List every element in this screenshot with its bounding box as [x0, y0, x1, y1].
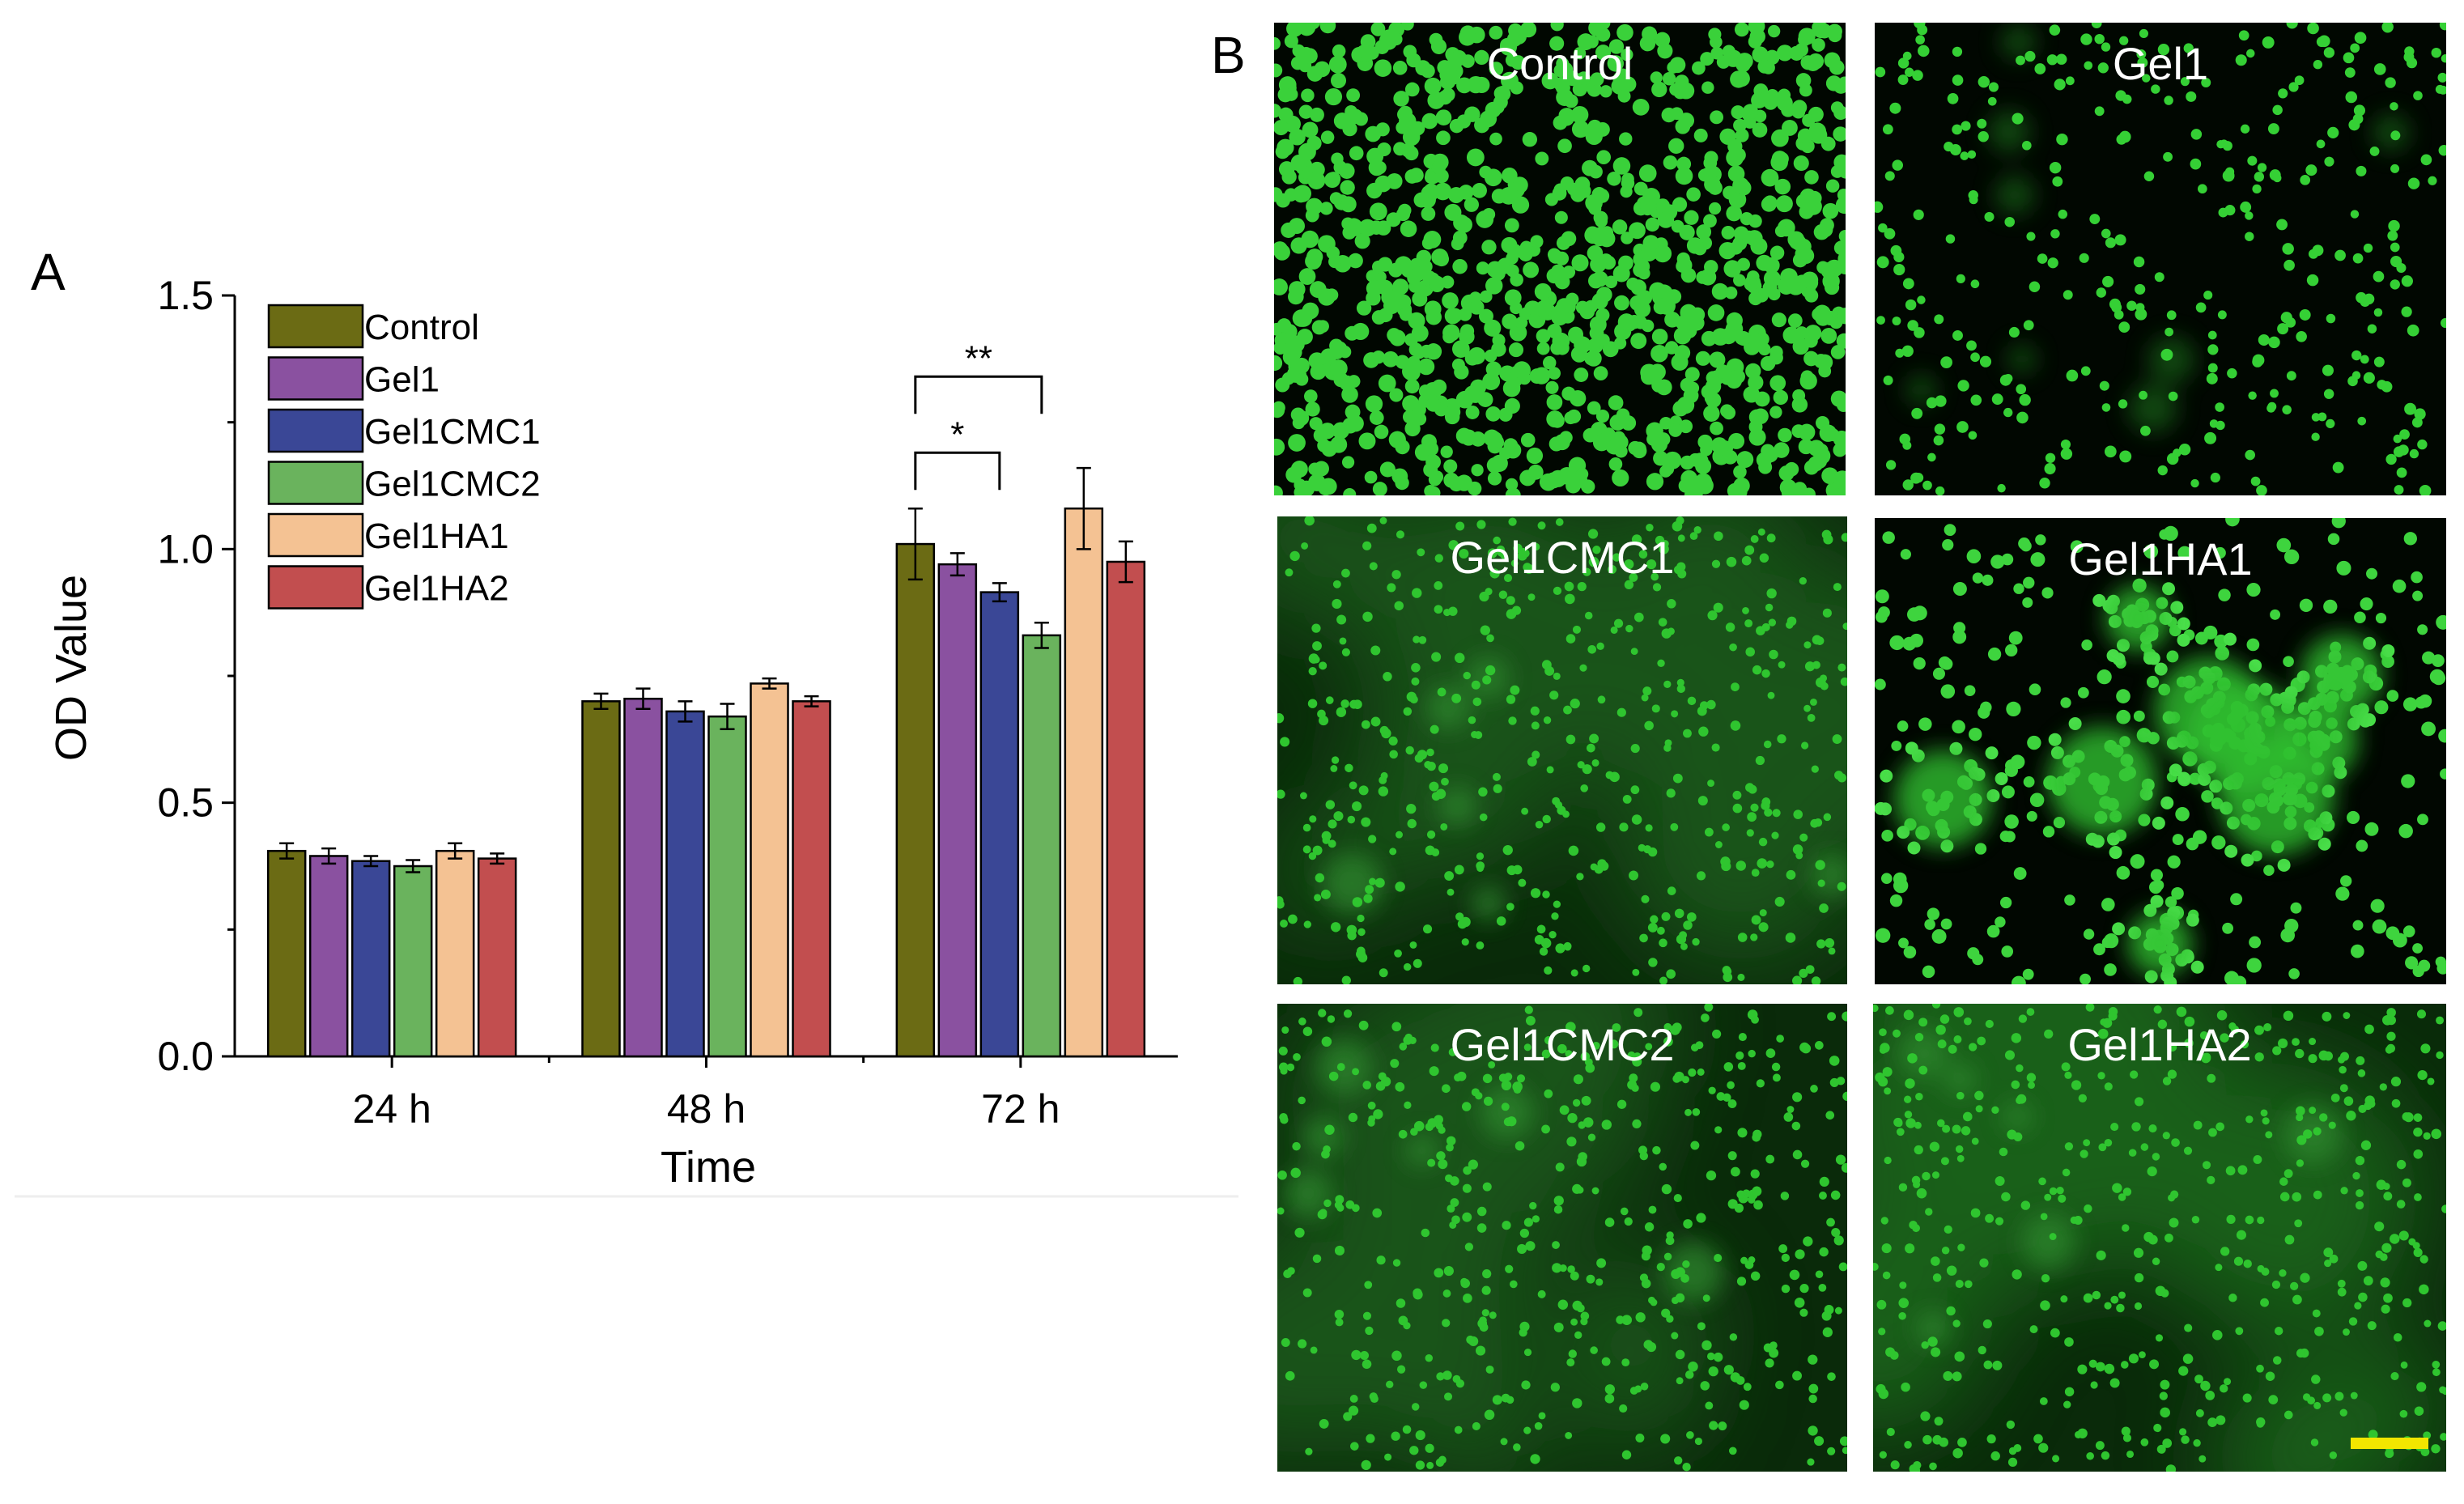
- bar: [1064, 507, 1104, 1058]
- bar: [393, 865, 433, 1058]
- error-bar: [406, 859, 421, 873]
- y-tick-label: 1.0: [157, 526, 214, 571]
- micrograph-label: Gel1CMC1: [1451, 532, 1675, 583]
- legend-entry: Gel1HA2: [267, 565, 509, 610]
- cells: [1277, 516, 1847, 984]
- error-bar: [678, 700, 693, 723]
- bar: [979, 591, 1020, 1058]
- legend-entry: Gel1: [267, 356, 440, 401]
- tick-labels: 0.0 0.5 1.0 1.5 24 h 48 h 72 h: [157, 273, 1060, 1132]
- micrograph-gel1cmc1: Gel1CMC1: [1277, 516, 1847, 984]
- legend-entry: Gel1HA1: [267, 512, 509, 558]
- micrograph-grid: Control Gel1 Gel1CMC1 Gel1HA1 Gel1CMC2 Gel1HA…: [1274, 23, 2446, 1472]
- micrograph-label: Control: [1487, 38, 1633, 89]
- micrograph-label: Gel1CMC2: [1451, 1019, 1675, 1070]
- bar: [477, 857, 517, 1058]
- legend-swatch: [267, 565, 364, 610]
- y-tick-label: 0.0: [157, 1034, 214, 1079]
- legend-swatch: [267, 304, 364, 349]
- micrograph-gel1: Gel1: [1875, 23, 2446, 495]
- legend-entry: Gel1CMC1: [267, 408, 541, 453]
- bar: [581, 700, 621, 1058]
- error-bar: [490, 852, 505, 865]
- bar: [1106, 560, 1146, 1058]
- error-bar: [907, 507, 923, 581]
- error-bar: [635, 687, 651, 710]
- legend-swatch: [267, 461, 364, 505]
- bar: [350, 860, 391, 1058]
- bar-chart: *** 0.0 0.5 1.0 1.5 24 h 48 h 72 h Control Gel1…: [47, 273, 1178, 1192]
- bar: [308, 855, 349, 1058]
- legend-label: Gel1HA2: [364, 569, 509, 609]
- x-axis-title: Time: [661, 1143, 756, 1192]
- significance-bracket: *: [914, 414, 1001, 491]
- micrograph-gel1ha1: Gel1HA1: [1875, 518, 2446, 984]
- micrograph-label: Gel1HA2: [2067, 1019, 2251, 1070]
- error-bar: [1034, 621, 1049, 649]
- bar: [750, 682, 789, 1058]
- scale-bar: [2351, 1438, 2428, 1449]
- error-bar: [762, 677, 777, 690]
- bars: [266, 507, 1146, 1058]
- bar: [707, 715, 747, 1058]
- error-bar: [804, 695, 819, 707]
- legend-swatch: [267, 356, 364, 401]
- micrograph-label: Gel1: [2113, 38, 2208, 89]
- panel-a-letter: A: [31, 243, 66, 301]
- error-bar: [593, 692, 609, 710]
- panel-b-letter: B: [1211, 26, 1246, 84]
- error-bar: [321, 847, 337, 865]
- legend-label: Control: [364, 308, 479, 347]
- error-bar: [720, 703, 735, 731]
- cells: [1277, 1004, 1847, 1472]
- bar: [1022, 634, 1062, 1058]
- legend-swatch: [267, 512, 364, 558]
- legend-entry: Gel1CMC2: [267, 461, 541, 505]
- legend-label: Gel1CMC1: [364, 412, 541, 452]
- error-bar: [992, 582, 1007, 603]
- cells: [1875, 23, 2446, 495]
- legend-label: Gel1CMC2: [364, 465, 541, 504]
- significance-bracket: **: [914, 338, 1043, 414]
- micrograph-gel1cmc2: Gel1CMC2: [1277, 1004, 1847, 1472]
- error-bar: [448, 842, 463, 860]
- cells: [1873, 1004, 2446, 1472]
- legend-entry: Control: [267, 304, 479, 349]
- x-tick-label: 24 h: [353, 1086, 431, 1132]
- error-bar: [1076, 466, 1091, 550]
- error-bar: [279, 842, 295, 860]
- bar: [665, 710, 705, 1058]
- legend-swatch: [267, 408, 364, 453]
- x-tick-label: 72 h: [981, 1086, 1060, 1132]
- significance-brackets: ***: [914, 338, 1043, 491]
- significance-label: **: [965, 338, 992, 378]
- legend-label: Gel1HA1: [364, 516, 509, 556]
- bar: [623, 697, 663, 1058]
- bar: [937, 563, 978, 1058]
- significance-label: *: [950, 414, 964, 454]
- x-tick-label: 48 h: [667, 1086, 746, 1132]
- error-bar: [363, 855, 379, 868]
- legend: Control Gel1 Gel1CMC1 Gel1CMC2 Gel1HA1 Gel1HA…: [267, 304, 541, 610]
- bar: [895, 542, 936, 1058]
- error-bars: [279, 466, 1133, 873]
- micrograph-gel1ha2: Gel1HA2: [1873, 1004, 2446, 1472]
- micrograph-control: Control: [1274, 23, 1846, 495]
- y-axis-title: OD Value: [47, 575, 96, 761]
- bar: [266, 849, 307, 1058]
- bar: [435, 849, 475, 1058]
- bar: [792, 700, 831, 1058]
- y-tick-label: 1.5: [157, 273, 214, 318]
- y-tick-label: 0.5: [157, 780, 214, 826]
- axes: [222, 294, 1178, 1068]
- cells: [1274, 23, 1846, 495]
- micrograph-label: Gel1HA1: [2068, 533, 2252, 584]
- legend-label: Gel1: [364, 360, 440, 400]
- error-bar: [1118, 540, 1133, 584]
- error-bar: [949, 552, 965, 577]
